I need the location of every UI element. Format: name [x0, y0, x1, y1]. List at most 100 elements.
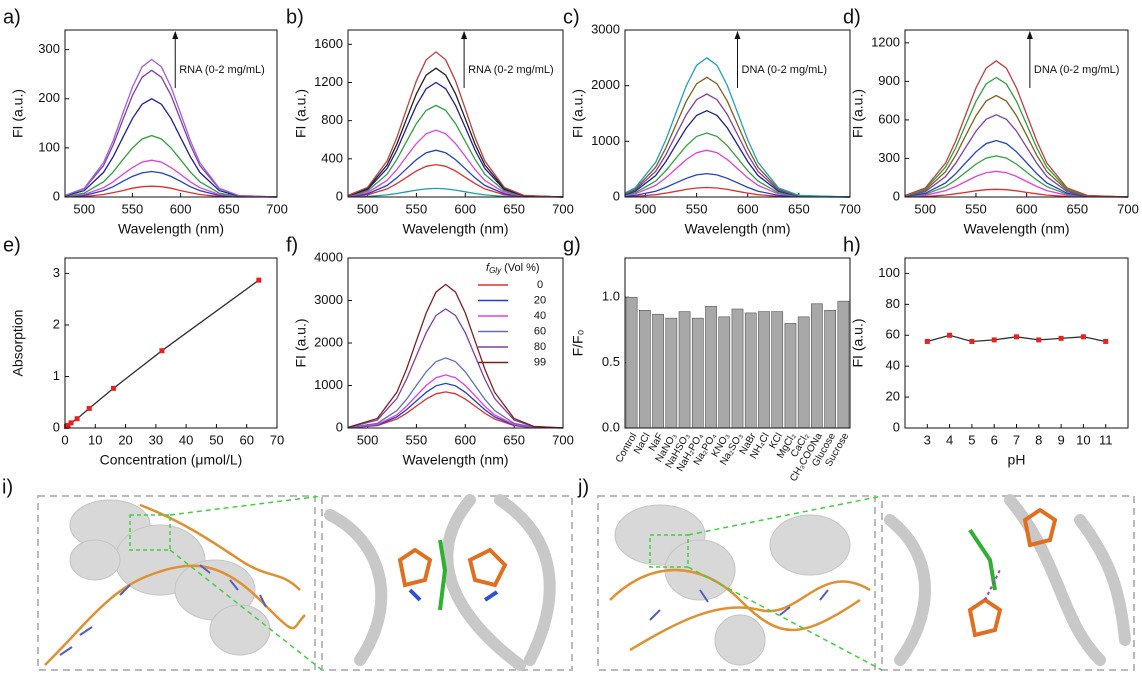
- bar: [811, 304, 822, 428]
- legend-title-text: (Vol %): [504, 262, 539, 274]
- x-tick-label: 60: [239, 432, 253, 447]
- x-tick-label: 550: [686, 201, 708, 216]
- legend-label: 0: [537, 279, 543, 291]
- data-line: [905, 141, 1128, 198]
- bar: [666, 318, 677, 428]
- panel-label: b): [286, 6, 304, 28]
- marker: [1036, 337, 1041, 342]
- y-tick-label: 0.5: [602, 354, 620, 369]
- x-tick-label: 600: [454, 432, 476, 447]
- bar: [838, 301, 849, 428]
- data-line: [348, 68, 563, 197]
- legend-label: 40: [534, 310, 546, 322]
- x-axis-title: Wavelength (nm): [402, 221, 508, 237]
- x-tick-label: 6: [991, 432, 998, 447]
- marker: [256, 278, 261, 283]
- y-tick-label: 0.0: [602, 419, 620, 434]
- y-tick-label: 1000: [314, 377, 343, 392]
- ligand-sticks: [970, 510, 1055, 635]
- annotation-arrowhead: [1027, 31, 1033, 39]
- bar: [626, 297, 637, 428]
- annotation-arrowhead: [461, 31, 467, 39]
- x-tick-label: 40: [179, 432, 193, 447]
- panel-label: h): [843, 234, 861, 256]
- y-tick-label: 600: [878, 111, 900, 126]
- x-axis-title: Wavelength (nm): [118, 221, 224, 237]
- annotation: DNA (0-2 mg/mL): [1034, 64, 1120, 76]
- legend-label: 80: [534, 341, 546, 353]
- x-axis-title: pH: [1008, 452, 1026, 468]
- x-tick-label: 4: [946, 432, 953, 447]
- y-tick-label: 0: [613, 188, 620, 203]
- bar: [732, 309, 743, 428]
- y-tick-label: 300: [38, 41, 60, 56]
- data-line: [905, 115, 1128, 197]
- y-tick-label: 200: [38, 90, 60, 105]
- x-tick-label: 50: [209, 432, 223, 447]
- marker: [1081, 334, 1086, 339]
- dna-tube: [890, 500, 1125, 660]
- x-tick-label: 10: [1076, 432, 1090, 447]
- panel-label: c): [563, 6, 580, 28]
- panel: c)0100020003000500550600650700Wavelength…: [563, 6, 861, 236]
- x-tick-label: 550: [406, 432, 428, 447]
- x-tick-label: 500: [635, 201, 657, 216]
- bar: [745, 313, 756, 428]
- marker: [1059, 336, 1064, 341]
- legend-label: 99: [534, 356, 546, 368]
- x-tick-label: 650: [503, 201, 525, 216]
- x-tick-label: 500: [73, 201, 95, 216]
- bar: [772, 312, 783, 428]
- y-tick-label: 0: [893, 419, 900, 434]
- y-axis-title: FI (a.u.): [570, 89, 586, 138]
- x-tick-label: 700: [1117, 201, 1139, 216]
- y-axis-title: FI (a.u.): [293, 89, 309, 138]
- y-tick-label: 900: [878, 73, 900, 88]
- x-tick-label: 5: [968, 432, 975, 447]
- x-tick-label: 7: [1013, 432, 1020, 447]
- x-tick-label: 550: [965, 201, 987, 216]
- y-tick-label: 1200: [871, 34, 900, 49]
- x-tick-label: 600: [737, 201, 759, 216]
- y-tick-label: 4000: [314, 249, 343, 264]
- bar: [705, 306, 716, 428]
- y-axis-title: FI (a.u.): [10, 89, 26, 138]
- x-tick-label: 700: [266, 201, 288, 216]
- y-tick-label: 2000: [591, 77, 620, 92]
- x-tick-label: 550: [406, 201, 428, 216]
- y-tick-label: 800: [321, 112, 343, 127]
- y-tick-label: 1200: [314, 74, 343, 89]
- x-tick-label: 700: [839, 201, 861, 216]
- x-tick-label: 650: [503, 432, 525, 447]
- x-tick-label: 20: [118, 432, 132, 447]
- protein-surface: [615, 505, 850, 665]
- marker: [925, 339, 930, 344]
- y-tick-label: 400: [321, 150, 343, 165]
- x-tick-label: 9: [1057, 432, 1064, 447]
- x-axis-title: Wavelength (nm): [963, 221, 1069, 237]
- panel: h)02040608010034567891011pHFI (a.u.): [843, 234, 1128, 467]
- marker: [992, 337, 997, 342]
- x-axis-title: Wavelength (nm): [684, 221, 790, 237]
- y-tick-label: 0: [53, 188, 60, 203]
- plot-frame: [905, 258, 1128, 428]
- y-axis-title: F/F₀: [570, 329, 586, 356]
- x-tick-label: 600: [454, 201, 476, 216]
- x-tick-label: 70: [270, 432, 284, 447]
- dna-tube: [330, 500, 550, 665]
- bar: [798, 317, 809, 428]
- data-line: [348, 105, 563, 197]
- y-tick-label: 0: [53, 419, 60, 434]
- data-line: [65, 172, 277, 198]
- panel-label: d): [843, 6, 861, 28]
- annotation: RNA (0-2 mg/mL): [468, 64, 554, 76]
- data-line: [348, 130, 563, 197]
- x-tick-label: 550: [122, 201, 144, 216]
- x-tick-label: 500: [357, 432, 379, 447]
- marker: [969, 339, 974, 344]
- bar: [653, 314, 664, 428]
- y-tick-label: 60: [886, 327, 900, 342]
- x-tick-label: 600: [170, 201, 192, 216]
